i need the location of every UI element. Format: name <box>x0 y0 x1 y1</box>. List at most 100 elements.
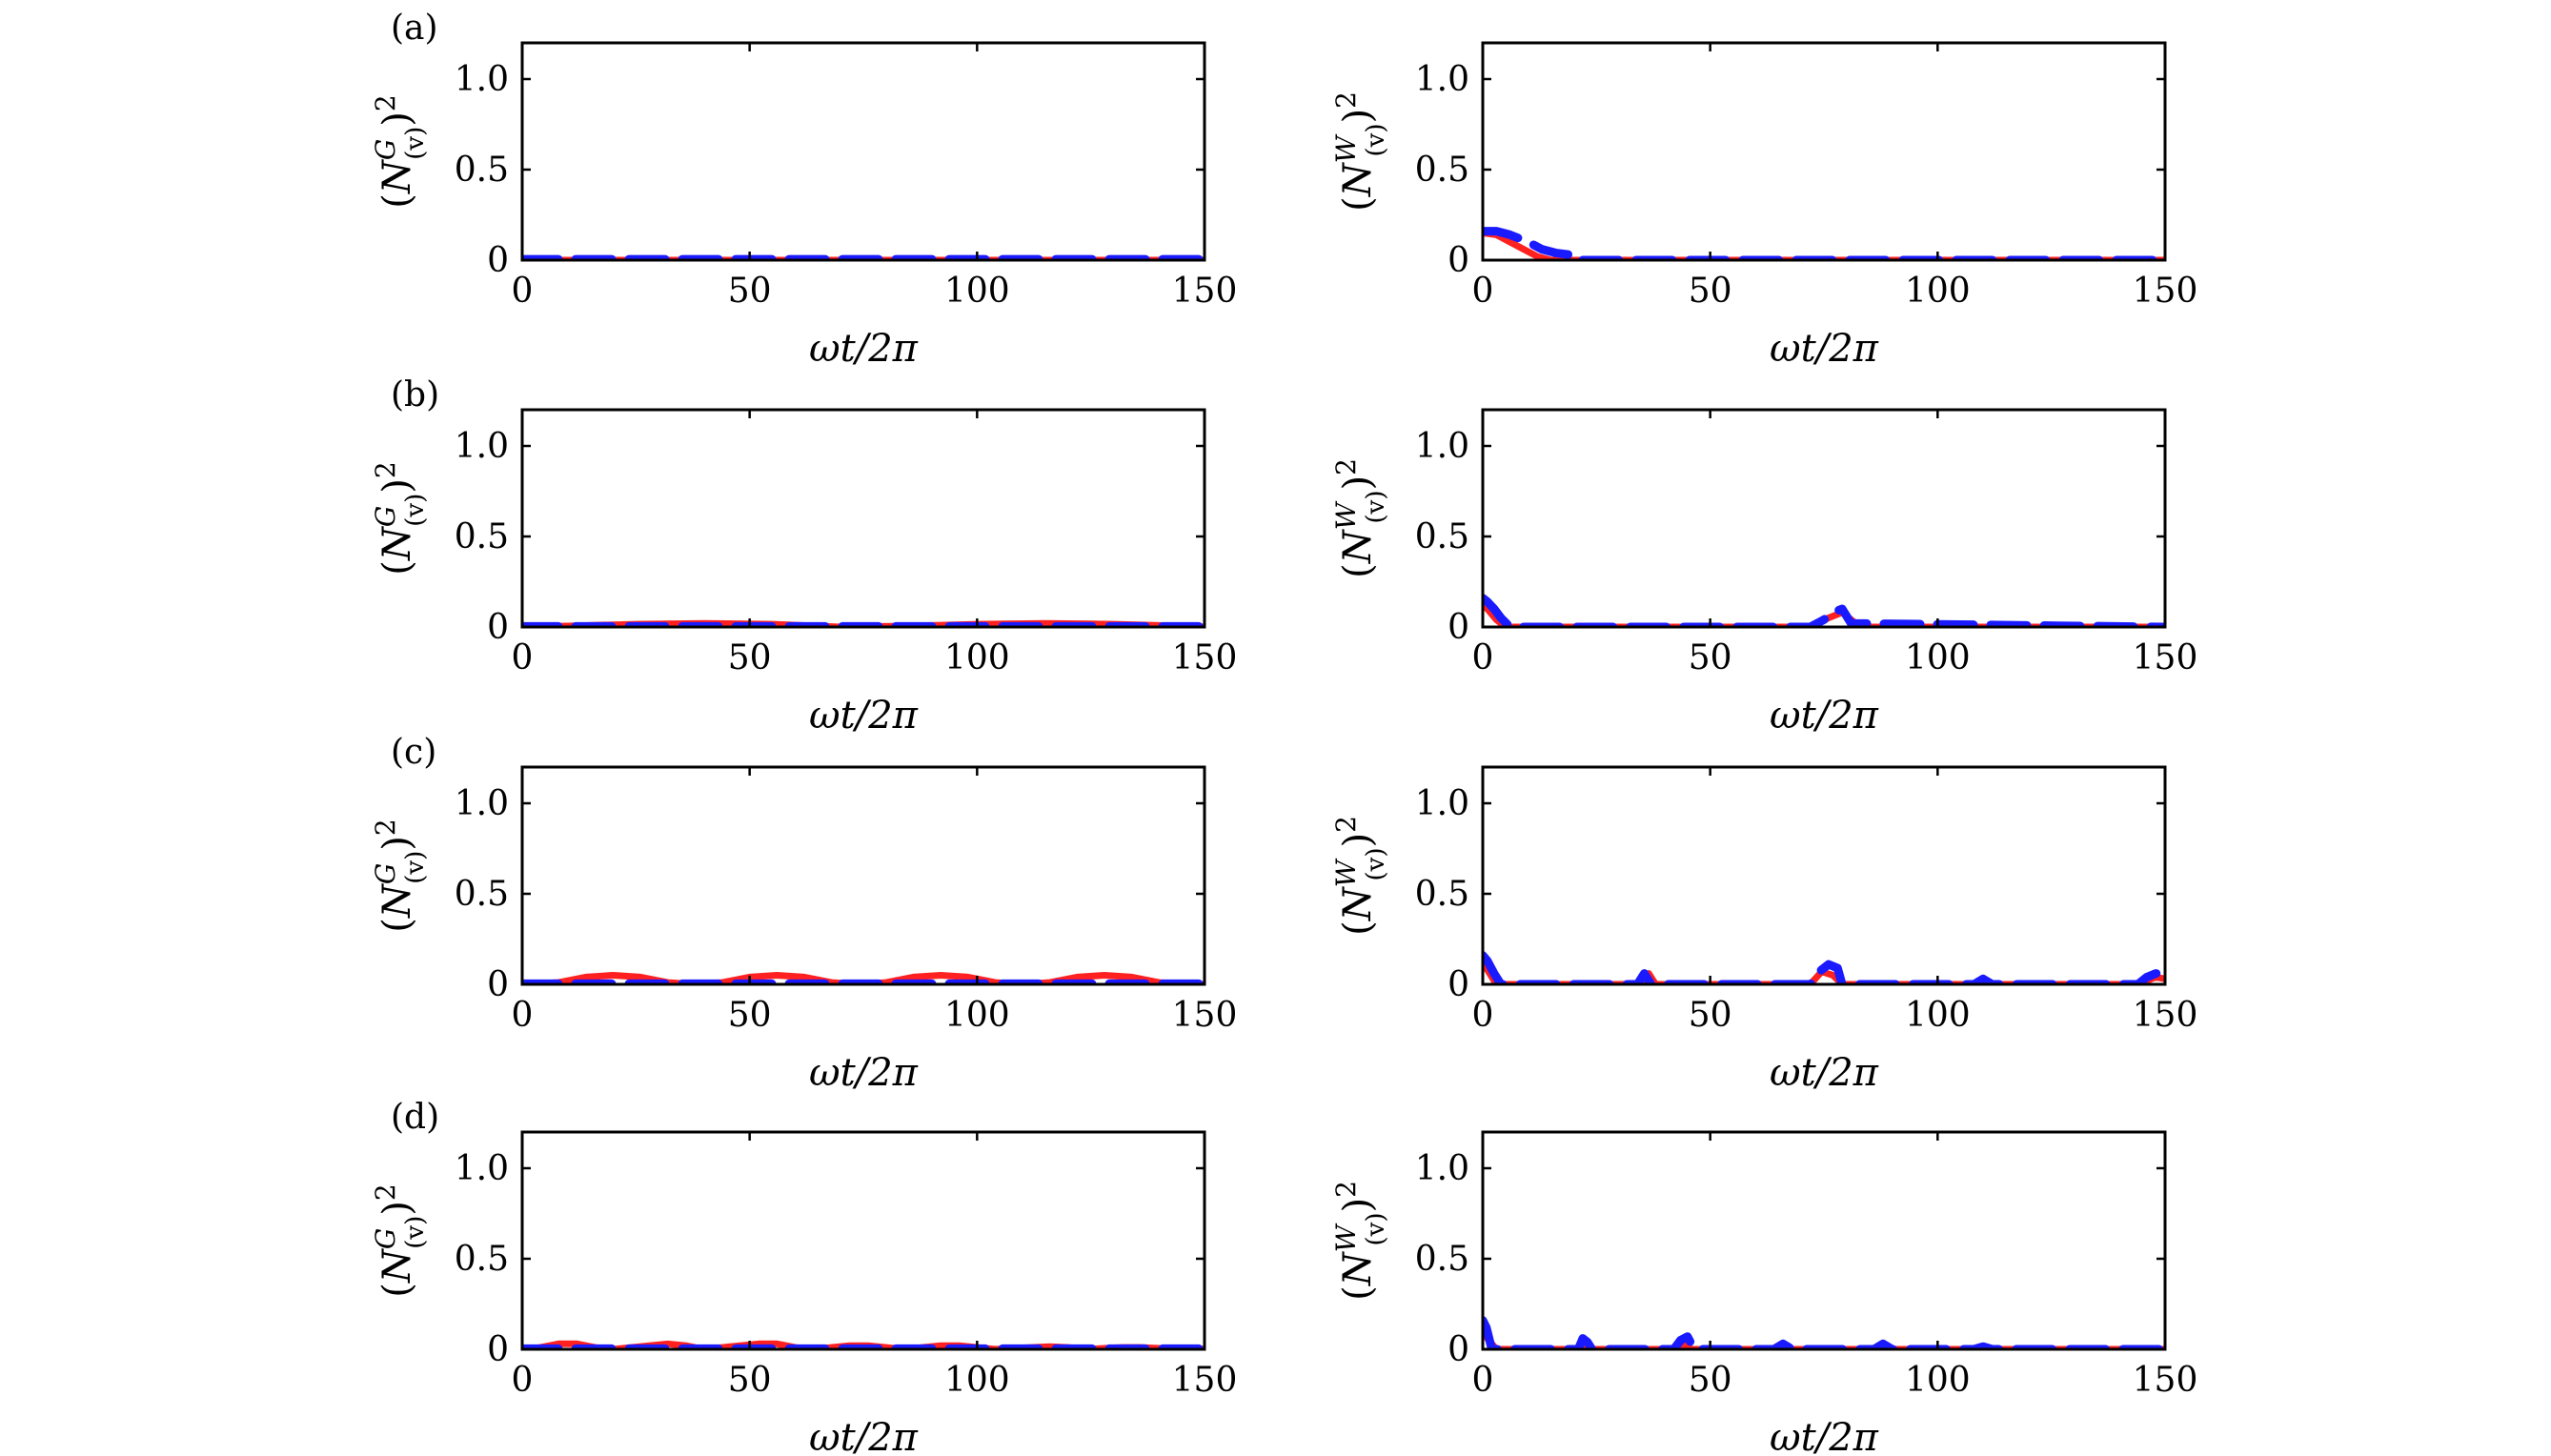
y-label-main: N <box>375 1247 419 1284</box>
x-tick-label: 150 <box>1172 996 1238 1035</box>
y-label-subscript: (v) <box>401 1216 430 1249</box>
x-axis-label: ωt/2π <box>1770 1051 1879 1095</box>
x-tick-label: 150 <box>2133 1361 2198 1400</box>
series-line-blue <box>1483 594 2165 627</box>
y-label-close-paren: ) <box>375 478 419 494</box>
x-tick-label: 100 <box>1905 638 1971 677</box>
y-label-open-paren: ( <box>1336 920 1380 936</box>
y-label-close-paren: ) <box>1336 1198 1380 1213</box>
panel-label: (c) <box>391 733 436 772</box>
x-tick-label: 150 <box>1172 272 1238 311</box>
y-label-power: 2 <box>370 94 401 111</box>
series-group <box>1483 1316 2165 1349</box>
x-tick-label: 100 <box>944 996 1010 1035</box>
y-label-close-paren: ) <box>1336 475 1380 491</box>
series-group <box>1483 594 2165 627</box>
y-label-open-paren: ( <box>1336 1285 1380 1301</box>
panel-6: 0 50 100 150 0 0.5 1.0 ωt/2π (NG(v))2 (d) <box>370 1098 1237 1456</box>
x-tick-label: 50 <box>1689 638 1732 677</box>
y-tick-label: 0.5 <box>1415 151 1469 190</box>
y-label-superscript: W <box>1330 500 1362 530</box>
y-tick-label: 0 <box>1448 1330 1469 1369</box>
y-label-main: N <box>1336 1250 1380 1286</box>
y-label-open-paren: ( <box>375 560 419 576</box>
y-tick-label: 1.0 <box>1415 784 1469 823</box>
x-tick-label: 0 <box>512 638 534 677</box>
plot-frame <box>1481 1130 2167 1351</box>
x-tick-label: 0 <box>512 1361 534 1400</box>
plot-frame <box>1481 41 2167 262</box>
panel-3: 0 50 100 150 0 0.5 1.0 ωt/2π (NW(v))2 <box>1330 408 2197 738</box>
plot-frame <box>1481 765 2167 986</box>
x-tick-label: 0 <box>1472 1361 1494 1400</box>
x-tick-label: 100 <box>944 1361 1010 1400</box>
x-tick-label: 0 <box>1472 638 1494 677</box>
y-label-open-paren: ( <box>375 918 419 933</box>
y-label-close-paren: ) <box>1336 833 1380 848</box>
panel-4: 0 50 100 150 0 0.5 1.0 ωt/2π (NG(v))2 (c) <box>370 733 1237 1095</box>
x-tick-label: 100 <box>944 638 1010 677</box>
y-tick-label: 1.0 <box>455 784 509 823</box>
y-label-subscript: (v) <box>1362 491 1390 524</box>
y-tick-label: 0.5 <box>455 1240 509 1279</box>
x-axis-label: ωt/2π <box>809 1051 919 1095</box>
y-tick-label: 1.0 <box>455 427 509 466</box>
y-tick-label: 0 <box>1448 965 1469 1004</box>
y-label-superscript: G <box>370 863 401 884</box>
y-tick-label: 0 <box>1448 608 1469 647</box>
x-axis-label: ωt/2π <box>809 694 919 738</box>
y-label-subscript: (v) <box>1362 848 1390 881</box>
y-label-subscript: (v) <box>1362 124 1390 157</box>
y-label-open-paren: ( <box>375 1283 419 1298</box>
x-tick-label: 100 <box>1905 996 1971 1035</box>
x-tick-label: 150 <box>2133 996 2198 1035</box>
panel-1: 0 50 100 150 0 0.5 1.0 ωt/2π (NW(v))2 <box>1330 41 2198 371</box>
x-axis-label: ωt/2π <box>1770 327 1879 371</box>
x-axis-label: ωt/2π <box>1770 694 1879 738</box>
y-label-close-paren: ) <box>1336 109 1380 124</box>
y-label-power: 2 <box>1330 91 1362 109</box>
y-label-power: 2 <box>370 819 401 836</box>
y-tick-label: 0 <box>487 241 509 280</box>
x-tick-label: 150 <box>1172 1361 1238 1400</box>
y-label-subscript: (v) <box>401 851 430 884</box>
panel-7: 0 50 100 150 0 0.5 1.0 ωt/2π (NW(v))2 <box>1330 1130 2198 1456</box>
y-label-superscript: W <box>1330 1223 1362 1252</box>
x-axis-label: ωt/2π <box>809 327 919 371</box>
y-axis-label: (NG(v))2 <box>370 94 430 208</box>
x-axis-label: ωt/2π <box>1770 1416 1879 1456</box>
y-label-main: N <box>375 882 419 919</box>
y-label-power: 2 <box>1330 458 1362 475</box>
y-label-main: N <box>375 158 419 194</box>
y-label-superscript: G <box>370 1228 401 1249</box>
y-tick-label: 0.5 <box>455 875 509 914</box>
y-axis-label: (NW(v))2 <box>1330 816 1390 936</box>
y-axis-label: (NG(v))2 <box>370 819 430 932</box>
y-axis-label: (NG(v))2 <box>370 461 430 575</box>
y-tick-label: 1.0 <box>1415 427 1469 466</box>
y-tick-label: 1.0 <box>1415 60 1469 99</box>
plot-frame <box>520 1130 1206 1351</box>
y-tick-label: 1.0 <box>455 60 509 99</box>
y-label-main: N <box>375 525 419 561</box>
panel-0: 0 50 100 150 0 0.5 1.0 ωt/2π (NG(v))2 (a) <box>370 9 1237 371</box>
y-label-main: N <box>1336 528 1380 564</box>
y-tick-label: 1.0 <box>1415 1149 1469 1188</box>
plot-frame <box>520 41 1206 262</box>
x-tick-label: 50 <box>728 272 772 311</box>
series-line-blue <box>1483 227 2165 260</box>
x-axis-label: ωt/2π <box>809 1416 919 1456</box>
y-tick-label: 0.5 <box>1415 517 1469 556</box>
y-label-superscript: W <box>1330 133 1362 163</box>
x-tick-label: 150 <box>1172 638 1238 677</box>
x-tick-label: 50 <box>728 638 772 677</box>
y-tick-label: 0.5 <box>455 151 509 190</box>
y-label-close-paren: ) <box>375 1201 419 1216</box>
x-tick-label: 100 <box>944 272 1010 311</box>
y-label-subscript: (v) <box>401 494 430 527</box>
y-tick-label: 1.0 <box>455 1149 509 1188</box>
x-tick-label: 0 <box>512 272 534 311</box>
plot-frame <box>520 765 1206 986</box>
x-tick-label: 150 <box>2133 272 2198 311</box>
y-tick-label: 0 <box>1448 241 1469 280</box>
